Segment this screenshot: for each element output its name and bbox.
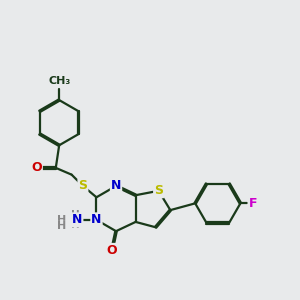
Text: N: N <box>111 179 121 193</box>
Text: F: F <box>249 197 257 210</box>
Text: H: H <box>57 215 66 225</box>
Text: N: N <box>72 213 83 226</box>
Text: H: H <box>71 220 80 230</box>
Text: CH₃: CH₃ <box>48 76 70 86</box>
Text: S: S <box>154 184 163 197</box>
Text: N: N <box>91 213 102 226</box>
Text: H: H <box>57 221 66 231</box>
Text: S: S <box>78 179 87 193</box>
Text: H: H <box>71 210 80 220</box>
Text: O: O <box>106 244 117 257</box>
Text: O: O <box>31 161 42 174</box>
